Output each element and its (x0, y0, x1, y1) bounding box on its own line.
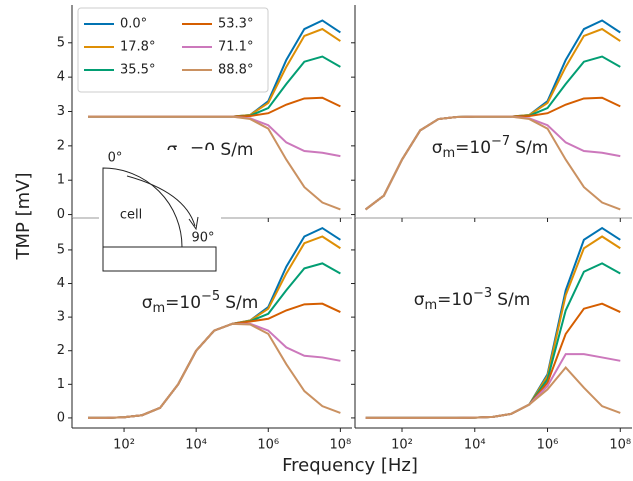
inset-arrow (126, 175, 196, 227)
y-tick-label: 3 (57, 310, 65, 325)
legend-box (77, 7, 269, 93)
annotation-subscript: m (424, 298, 437, 313)
x-tick-label: 10² (391, 438, 413, 453)
x-axis-label: Frequency [Hz] (282, 455, 418, 476)
inset-arrowhead (188, 216, 199, 231)
y-tick-label: 0 (57, 207, 65, 222)
series-line (365, 27, 621, 211)
y-tick-label: 2 (57, 138, 65, 153)
x-tick-label: 10⁴ (185, 438, 207, 453)
inset-cell (102, 167, 183, 248)
annotation: σm=10−5 S/m (142, 289, 259, 316)
annotation-symbol: σ (142, 293, 153, 313)
legend-label: 0.0° (120, 17, 147, 32)
x-tick-label: 10⁶ (257, 438, 279, 453)
series-line (88, 322, 341, 419)
legend-label: 53.3° (218, 17, 253, 32)
series-line (365, 19, 621, 211)
y-tick-label: 4 (57, 276, 65, 291)
annotation-subscript: m (152, 301, 165, 316)
annotation-unit: S/m (515, 138, 548, 158)
inset-start: 0° (108, 151, 123, 166)
y-tick-label: 4 (57, 70, 65, 85)
inset: 0° cell 90° (99, 150, 221, 274)
inset-background (99, 150, 221, 274)
series-line (88, 262, 341, 419)
y-tick-label: 5 (57, 242, 65, 257)
annotation-unit: S/m (225, 293, 258, 313)
annotation-symbol: σ (432, 138, 443, 158)
legend-label: 71.1° (218, 40, 253, 55)
x-tick-label: 10² (113, 438, 135, 453)
annotation-unit: S/m (497, 290, 530, 310)
y-tick-label: 1 (57, 173, 65, 188)
annotation-subscript: m (442, 146, 455, 161)
series-line (365, 226, 621, 419)
x-tick-label: 10⁴ (464, 438, 486, 453)
legend-label: 17.8° (120, 40, 155, 55)
y-tick-label: 1 (57, 377, 65, 392)
annotation-symbol: σ (414, 290, 425, 310)
y-tick-label: 5 (57, 35, 65, 50)
annotation: σm=10−3 S/m (414, 286, 531, 313)
annotation-superscript: −3 (473, 286, 492, 301)
series-line (88, 96, 341, 118)
annotation-superscript: −5 (201, 289, 220, 304)
annotation: σm=10−7 S/m (432, 134, 549, 161)
annotation-superscript: −7 (491, 134, 510, 149)
series-line (365, 365, 621, 419)
series-line (365, 115, 621, 211)
annotation-text: =10 (165, 293, 201, 313)
series-line (365, 262, 621, 419)
y-tick-label: 3 (57, 104, 65, 119)
x-tick-label: 10⁸ (329, 438, 351, 453)
x-tick-label: 10⁶ (537, 438, 559, 453)
legend-label: 88.8° (218, 63, 253, 78)
y-tick-label: 2 (57, 343, 65, 358)
annotation-text: =10 (437, 290, 473, 310)
series-line (88, 115, 341, 211)
series-line (88, 302, 341, 419)
annotation-text: =10 (455, 138, 491, 158)
series-line (365, 235, 621, 419)
y-axis-label: TMP [mV] (13, 173, 34, 261)
series-line (88, 322, 341, 419)
series-line (365, 96, 621, 211)
series-line (365, 115, 621, 211)
x-tick-label: 10⁸ (609, 438, 631, 453)
inset-end: 90° (191, 231, 214, 246)
inset-base (102, 246, 217, 272)
inset-label: cell (120, 208, 142, 223)
y-tick-label: 0 (57, 410, 65, 425)
series-line (365, 302, 621, 419)
legend-label: 35.5° (120, 63, 155, 78)
